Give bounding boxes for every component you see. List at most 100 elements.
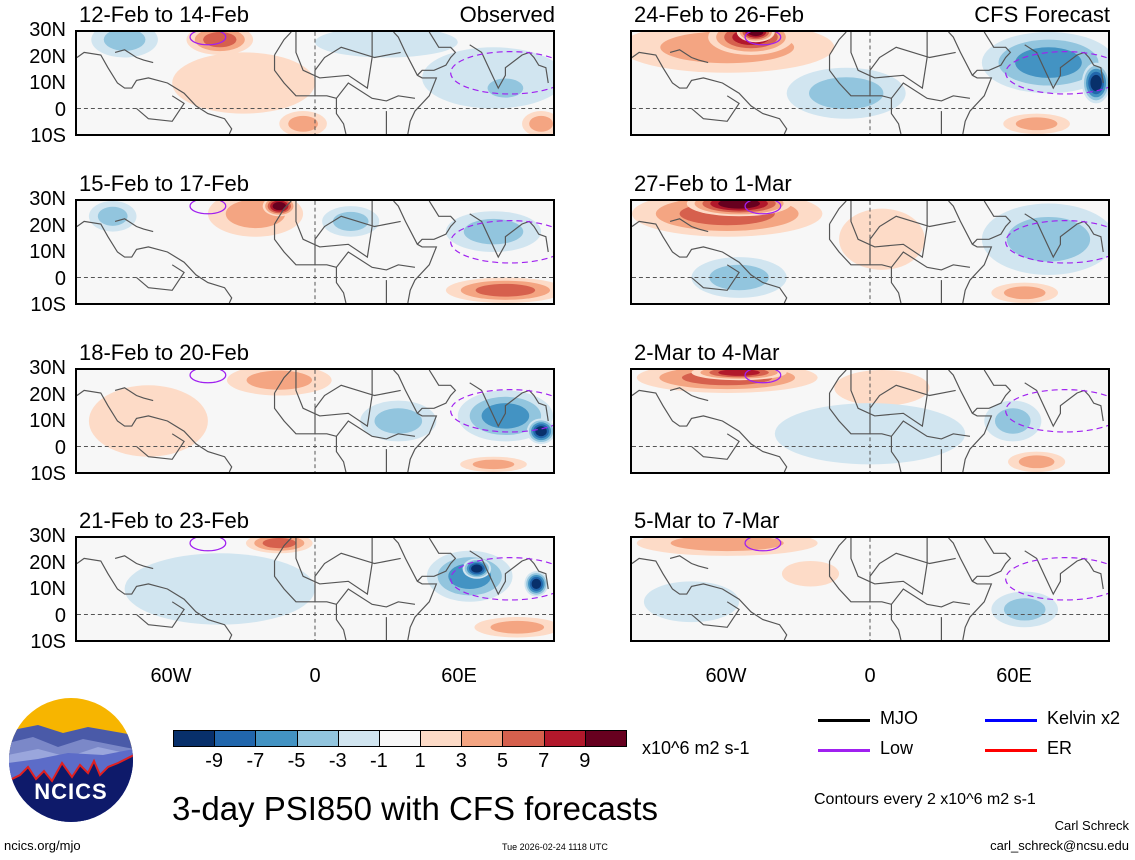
lat-tick-label: 10N <box>29 241 66 263</box>
country-border <box>850 201 928 259</box>
coastline <box>828 223 902 303</box>
coastline <box>469 550 549 596</box>
logo-text: NCICS <box>34 779 108 804</box>
map-svg <box>77 370 553 472</box>
country-border <box>691 95 740 122</box>
colorbar-swatch <box>461 730 504 747</box>
contour-note: Contours every 2 x10^6 m2 s-1 <box>814 791 1036 808</box>
country-border <box>295 370 373 428</box>
coastline <box>416 201 457 245</box>
lat-tick-label: 10S <box>30 294 66 316</box>
anomaly-contour <box>531 578 542 589</box>
country-border <box>869 215 956 265</box>
panel-title: 27-Feb to 1-Mar <box>634 171 792 196</box>
coastline <box>393 538 438 640</box>
coastline <box>829 538 847 562</box>
colorbar-tick-label: 1 <box>414 750 426 772</box>
low-frequency-contour-dashed <box>450 220 553 264</box>
colorbar-swatch <box>502 730 545 747</box>
country-border <box>335 588 416 608</box>
low-frequency-contour <box>189 201 227 215</box>
country-border <box>136 433 185 460</box>
coastline <box>393 201 438 303</box>
map-svg <box>77 201 553 303</box>
country-border <box>136 264 185 291</box>
coastline <box>669 555 709 570</box>
anomaly-contour <box>1018 455 1055 469</box>
low-frequency-contour-dashed <box>1005 51 1108 95</box>
lat-tick-label: 10N <box>29 72 66 94</box>
coastline <box>828 560 902 640</box>
anomaly-contour <box>172 52 315 114</box>
lat-tick-label: 0 <box>54 267 66 290</box>
coastline <box>273 560 347 640</box>
anomaly-contour <box>203 32 237 48</box>
anomaly-contour <box>1090 74 1102 92</box>
colorbar-swatch <box>296 730 339 747</box>
coastline <box>828 54 902 134</box>
panel-title: 2-Mar to 4-Mar <box>634 340 780 365</box>
country-border <box>314 46 401 96</box>
coastline <box>948 32 993 134</box>
low-frequency-contour-dashed <box>450 557 553 601</box>
panel-title: 5-Mar to 7-Mar <box>634 508 780 533</box>
coastline <box>416 370 457 414</box>
coastline <box>416 32 457 76</box>
country-border <box>890 588 971 608</box>
site-link[interactable]: ncics.org/mjo <box>4 838 81 853</box>
colorbar-units: x10^6 m2 s-1 <box>642 738 750 758</box>
anomaly-contour <box>463 218 524 245</box>
coastline <box>971 538 1012 582</box>
map-panel <box>630 30 1110 136</box>
anomaly-contour <box>475 283 536 297</box>
anomaly-contour <box>781 560 840 587</box>
coastline <box>948 370 993 472</box>
country-border <box>850 538 928 596</box>
map-svg <box>632 370 1108 472</box>
coastline <box>1024 44 1104 90</box>
coastline <box>828 392 902 472</box>
lat-tick-label: 10N <box>29 578 66 600</box>
coastline <box>1024 382 1104 428</box>
lat-tick-label: 20N <box>29 383 66 406</box>
lon-tick-label: 0 <box>309 665 321 687</box>
coastline <box>948 538 993 640</box>
lat-tick-label: 10S <box>30 463 66 485</box>
coastline <box>829 370 847 394</box>
low-frequency-contour <box>189 538 227 552</box>
map-panel <box>75 536 555 642</box>
panel-title: 21-Feb to 23-Feb <box>79 508 249 533</box>
low-frequency-contour-dashed <box>1005 389 1108 433</box>
low-frequency-contour <box>744 201 782 215</box>
coastline <box>274 538 292 562</box>
country-border <box>869 46 956 96</box>
coastline <box>669 218 709 233</box>
anomaly-contour <box>487 78 524 98</box>
map-svg <box>77 32 553 134</box>
coastline <box>632 557 788 640</box>
anomaly-contour <box>471 564 483 573</box>
colorbar-tick-label: 5 <box>496 750 509 772</box>
map-panel <box>630 536 1110 642</box>
colorbar-tick-label: -1 <box>370 750 388 772</box>
legend-line-swatch <box>985 749 1037 752</box>
coastline <box>416 538 457 582</box>
country-border <box>691 601 740 628</box>
coastline <box>669 387 709 402</box>
legend-label: Kelvin x2 <box>1047 708 1121 728</box>
country-border <box>691 264 740 291</box>
legend-line-swatch <box>818 749 870 752</box>
timestamp: Tue 2026-02-24 1118 UTC <box>502 842 608 852</box>
coastline <box>77 51 233 134</box>
ncics-logo: NCICS <box>8 697 134 823</box>
country-border <box>295 538 373 596</box>
map-panel <box>75 368 555 474</box>
anomaly-contour <box>718 201 761 209</box>
low-frequency-contour-dashed <box>450 389 553 433</box>
country-border <box>850 370 928 428</box>
panel-source-tag: CFS Forecast <box>974 2 1110 27</box>
map-panel <box>75 199 555 305</box>
country-border <box>890 251 971 271</box>
colorbar-tick-label: -9 <box>205 750 224 772</box>
coastline <box>971 370 1012 414</box>
